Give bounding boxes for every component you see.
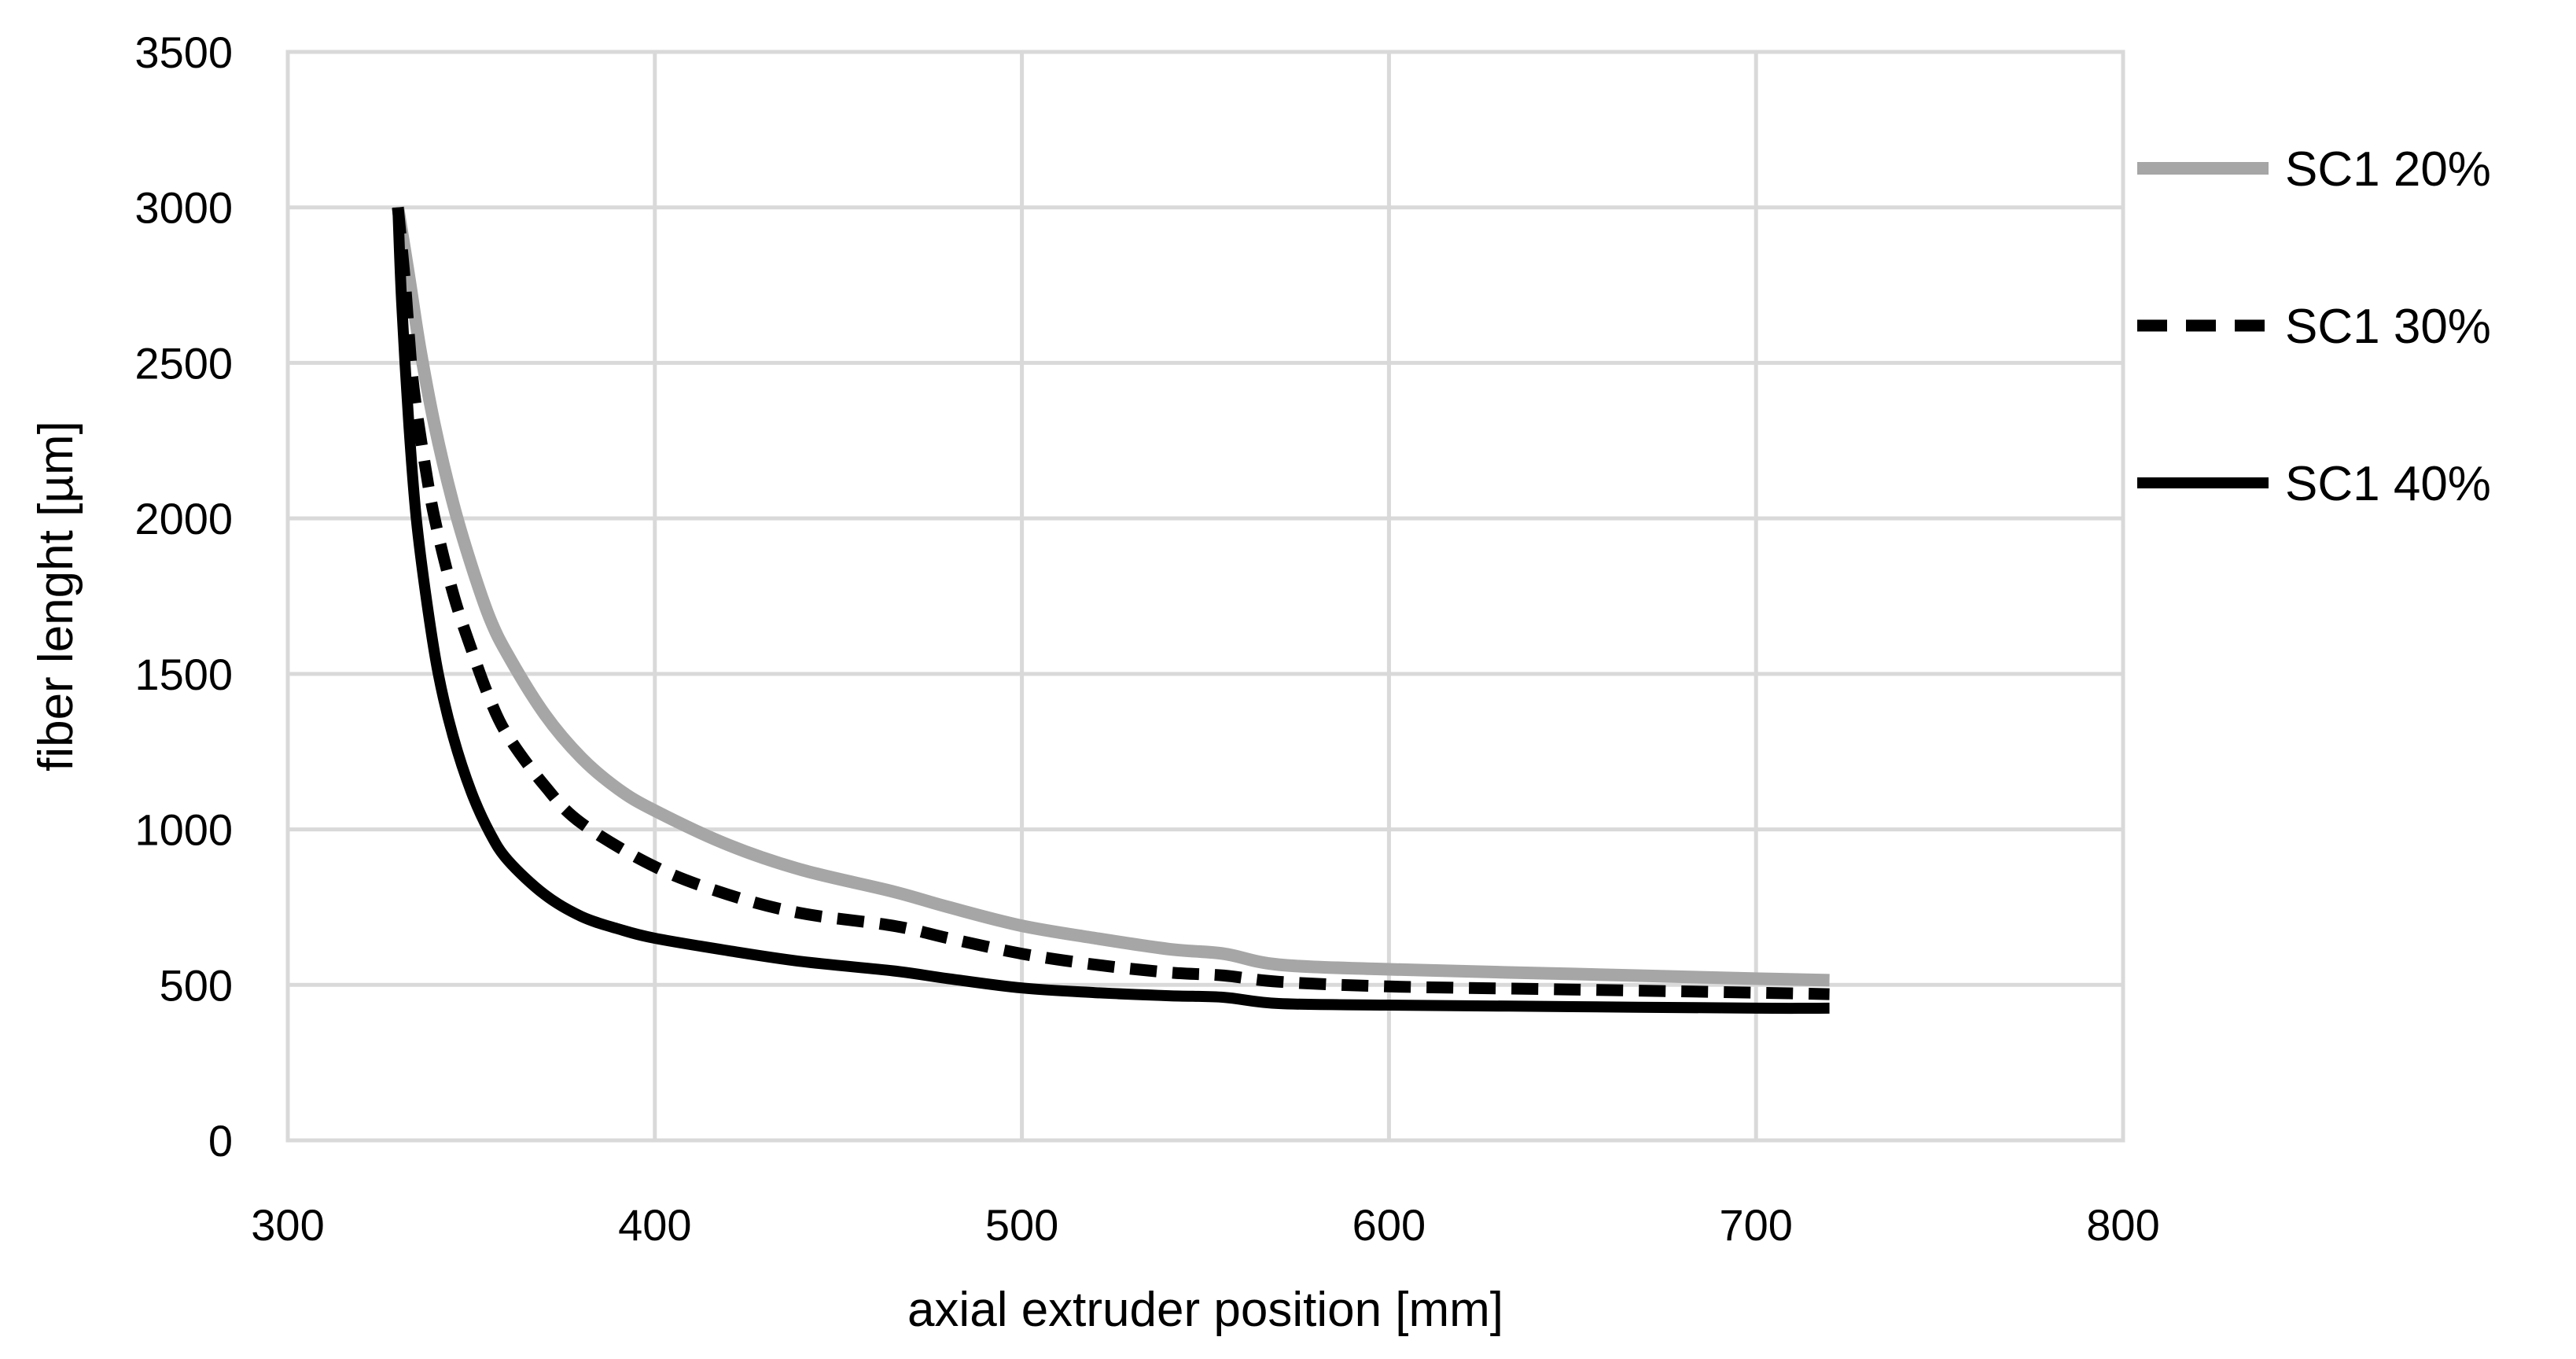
legend: SC1 20% SC1 30% SC1 40% <box>2137 142 2491 511</box>
x-tick-label: 500 <box>985 1200 1058 1250</box>
y-tick-label: 3000 <box>134 183 233 233</box>
y-tick-label: 0 <box>208 1116 233 1166</box>
gridlines <box>285 50 2125 1143</box>
y-axis-title: fiber lenght [µm] <box>29 421 83 772</box>
y-axis-ticks: 0 500 1000 1500 2000 2500 3000 3500 <box>134 28 233 1166</box>
series-line-2 <box>392 206 1830 1000</box>
x-tick-label: 700 <box>1719 1200 1792 1250</box>
series-line-1 <box>392 206 1830 987</box>
series-line-3 <box>392 207 1830 1015</box>
y-tick-label: 2500 <box>134 338 233 388</box>
x-tick-label: 800 <box>2086 1200 2159 1250</box>
y-tick-label: 2000 <box>134 494 233 543</box>
y-tick-label: 1000 <box>134 805 233 855</box>
x-tick-label: 300 <box>251 1200 324 1250</box>
x-axis-ticks: 300 400 500 600 700 800 <box>251 1200 2159 1250</box>
y-tick-label: 3500 <box>134 28 233 77</box>
x-tick-label: 400 <box>618 1200 691 1250</box>
x-tick-label: 600 <box>1352 1200 1426 1250</box>
legend-label: SC1 40% <box>2285 457 2491 511</box>
legend-label: SC1 20% <box>2285 142 2491 197</box>
y-tick-label: 500 <box>160 960 233 1010</box>
y-tick-label: 1500 <box>134 650 233 699</box>
plot-area-border <box>285 50 2125 1143</box>
x-axis-title: axial extruder position [mm] <box>907 1283 1503 1337</box>
series-lines <box>392 206 1830 1015</box>
legend-label: SC1 30% <box>2285 300 2491 354</box>
